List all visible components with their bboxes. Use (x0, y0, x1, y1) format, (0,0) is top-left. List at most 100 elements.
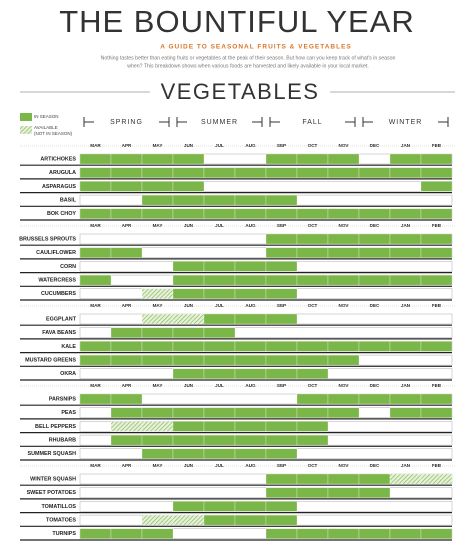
cell (203, 327, 236, 338)
legend-label: AVAILABLE (34, 125, 58, 130)
cell (389, 341, 422, 352)
month: SEP (277, 223, 286, 228)
cell (420, 274, 453, 286)
cell (203, 313, 236, 325)
month: NOV (339, 303, 350, 308)
cell (172, 194, 205, 206)
cell (203, 341, 236, 352)
cell (110, 341, 143, 352)
cell (110, 354, 143, 366)
cell (327, 341, 360, 352)
cell (358, 393, 391, 405)
cell (327, 167, 360, 178)
cell (79, 528, 112, 539)
cell (203, 448, 236, 459)
section-title: VEGETABLES (161, 79, 320, 104)
cell (141, 153, 174, 165)
cell (203, 514, 236, 526)
cell (110, 153, 143, 165)
month: AUG (245, 223, 256, 228)
cell (203, 274, 236, 286)
cell (358, 473, 391, 485)
month: APR (122, 223, 132, 228)
legend-label: (NOT IN SEASON) (34, 131, 73, 136)
row-label: ARUGULA (49, 170, 76, 176)
row-label: SWEET POTATOES (27, 490, 77, 496)
cell (265, 421, 298, 432)
month: FEB (432, 223, 442, 228)
cell (420, 233, 453, 245)
cell (234, 261, 267, 272)
month: AUG (245, 143, 256, 148)
month: DEC (370, 463, 380, 468)
month: APR (122, 383, 132, 388)
cell (265, 368, 298, 379)
cell (296, 393, 329, 405)
month: SEP (277, 463, 286, 468)
season-bracket (362, 117, 449, 127)
cell (172, 501, 205, 512)
month: FEB (432, 143, 442, 148)
row-label: ARTICHOKES (40, 156, 76, 162)
cell (203, 167, 236, 178)
cell (203, 421, 236, 432)
cell (203, 434, 236, 446)
cell (203, 208, 236, 219)
cell (296, 528, 329, 539)
cell (265, 261, 298, 272)
cell (265, 288, 298, 299)
cell (234, 313, 267, 325)
cell (141, 194, 174, 206)
cell (358, 167, 391, 178)
cell (265, 194, 298, 206)
month: FEB (432, 303, 442, 308)
cell (203, 288, 236, 299)
month: MAY (153, 303, 163, 308)
cell (141, 448, 174, 459)
cell (172, 327, 205, 338)
month: JUL (215, 143, 224, 148)
cell (327, 407, 360, 418)
row-label: BOK CHOY (47, 211, 76, 217)
cell (265, 487, 298, 498)
cell (327, 247, 360, 258)
cell (141, 313, 174, 325)
cell (141, 434, 174, 446)
cell (327, 274, 360, 286)
row-label: PARSNIPS (49, 396, 77, 402)
cell (110, 247, 143, 258)
cell (234, 167, 267, 178)
cell (234, 288, 267, 299)
month: JUL (215, 383, 224, 388)
cell (172, 208, 205, 219)
cell (234, 194, 267, 206)
cell (141, 354, 174, 366)
cell (79, 181, 112, 192)
row-label: SUMMER SQUASH (27, 451, 76, 457)
cell (79, 274, 112, 286)
cell (234, 434, 267, 446)
row-label: ASPARAGUS (42, 184, 76, 190)
month: DEC (370, 143, 380, 148)
cell (172, 274, 205, 286)
row-label: CORN (60, 264, 76, 270)
row-label: BASIL (60, 198, 77, 204)
row-label: RHUBARB (49, 438, 76, 444)
row-label: TURNIPS (52, 531, 76, 537)
row-label: CUCUMBERS (41, 291, 76, 297)
row-label: EGGPLANT (46, 316, 77, 322)
cell (358, 233, 391, 245)
cell (141, 514, 174, 526)
month: JUN (184, 143, 194, 148)
cell (141, 528, 174, 539)
season-bracket (269, 117, 356, 127)
cell (172, 514, 205, 526)
subtitle: A GUIDE TO SEASONAL FRUITS & VEGETABLES (160, 44, 352, 51)
month: OCT (308, 143, 318, 148)
month: JAN (401, 383, 411, 388)
cell (110, 393, 143, 405)
month: SEP (277, 143, 286, 148)
month: DEC (370, 383, 380, 388)
cell (234, 341, 267, 352)
